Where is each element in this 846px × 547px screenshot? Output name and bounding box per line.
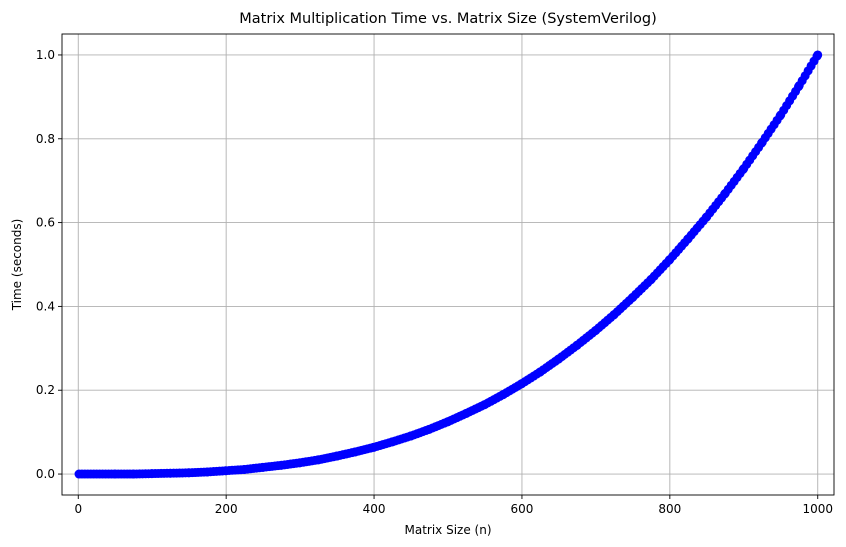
x-tick-label: 1000 xyxy=(802,502,833,516)
x-tick-label: 0 xyxy=(74,502,82,516)
y-tick-label: 0.4 xyxy=(36,299,55,313)
x-tick-label: 800 xyxy=(658,502,681,516)
y-tick-label: 0.0 xyxy=(36,467,55,481)
x-axis-label: Matrix Size (n) xyxy=(404,523,491,537)
y-tick-label: 0.6 xyxy=(36,216,55,230)
y-tick-label: 0.8 xyxy=(36,132,55,146)
y-tick-label: 0.2 xyxy=(36,383,55,397)
series-line xyxy=(79,54,819,476)
data-point-marker xyxy=(813,50,823,60)
series-layer xyxy=(74,50,823,479)
x-tick-label: 200 xyxy=(215,502,238,516)
plot-frame xyxy=(61,33,835,496)
x-tick-label: 600 xyxy=(510,502,533,516)
y-axis-label: Time (seconds) xyxy=(10,219,24,312)
axis-ticks: 0 200 400 600 800 1000 0.0 0.2 0.4 0.6 0.8 1.0 xyxy=(36,48,833,516)
x-tick-label: 400 xyxy=(363,502,386,516)
chart-title: Matrix Multiplication Time vs. Matrix Si… xyxy=(239,11,656,27)
y-tick-label: 1.0 xyxy=(36,48,55,62)
